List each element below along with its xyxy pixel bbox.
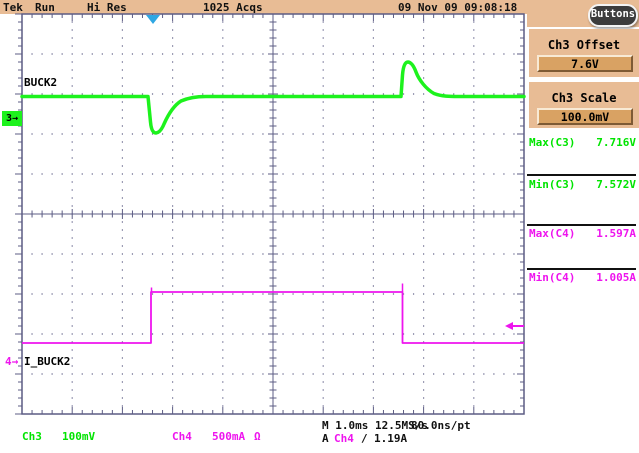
- ch4-trace: [22, 291, 524, 344]
- ch3-trace-label: BUCK2: [24, 76, 58, 89]
- ch3-readout-name: Ch3: [22, 430, 42, 443]
- measurement-value: 7.716V: [596, 136, 636, 149]
- measurement-divider: [527, 174, 636, 176]
- ch3-readout-scale: 100mV: [62, 430, 96, 443]
- tek-logo: Tek: [3, 1, 23, 14]
- trigger-prefix: A: [322, 432, 329, 445]
- measurement-min-c4: Min(C4) 1.005A: [529, 271, 636, 284]
- measurement-max-c3: Max(C3) 7.716V: [529, 136, 636, 149]
- ch4-readout-scale: 500mA: [212, 430, 246, 443]
- trigger-position-icon: [146, 15, 160, 24]
- ch3-scale-panel: Ch3 Scale 100.0mV: [529, 82, 639, 128]
- measurement-label: Min(C4): [529, 271, 576, 284]
- ch3-offset-value-button[interactable]: 7.6V: [537, 55, 633, 72]
- ch3-trace: [20, 60, 526, 135]
- acquisition-count: 1025 Acqs: [203, 1, 263, 14]
- ch3-ground-marker: 3→: [2, 111, 22, 126]
- measurement-min-c3: Min(C3) 7.572V: [529, 178, 636, 191]
- header-bar: [0, 0, 527, 14]
- graticule-grid: [15, 13, 525, 415]
- ch4-trigger-level-arrow-icon: [505, 322, 524, 330]
- ch4-readout-name: Ch4: [172, 430, 192, 443]
- sample-resolution-readout: 80.0ns/pt: [411, 419, 471, 432]
- ch4-ground-marker: 4→: [5, 355, 19, 368]
- ch4-coupling-icon: Ω: [254, 430, 261, 443]
- buttons-button[interactable]: Buttons: [588, 4, 638, 27]
- run-status: Run: [35, 1, 55, 14]
- trigger-level-readout: 1.19A: [374, 432, 408, 445]
- measurement-value: 1.597A: [596, 227, 636, 240]
- trigger-slope-icon: /: [361, 432, 368, 445]
- ch3-offset-title: Ch3 Offset: [547, 38, 621, 52]
- trigger-source-readout: Ch4: [334, 432, 354, 445]
- acquisition-mode: Hi Res: [87, 1, 127, 14]
- ch3-scale-value-button[interactable]: 100.0mV: [537, 108, 633, 125]
- ch3-scale-title: Ch3 Scale: [551, 91, 617, 105]
- measurement-value: 7.572V: [596, 178, 636, 191]
- ch3-offset-panel: Ch3 Offset 7.6V: [529, 29, 639, 77]
- measurement-max-c4: Max(C4) 1.597A: [529, 227, 636, 240]
- ch4-trace-edge-spikes: [150, 283, 404, 292]
- ch4-trace-label: I_BUCK2: [24, 355, 71, 368]
- measurement-divider: [527, 268, 636, 270]
- datetime: 09 Nov 09 09:08:18: [398, 1, 518, 14]
- measurement-label: Min(C3): [529, 178, 576, 191]
- measurement-divider: [527, 224, 636, 226]
- measurement-value: 1.005A: [596, 271, 636, 284]
- timebase-readout: M 1.0ms 12.5MS/s: [322, 419, 428, 432]
- measurement-label: Max(C3): [529, 136, 576, 149]
- measurement-label: Max(C4): [529, 227, 576, 240]
